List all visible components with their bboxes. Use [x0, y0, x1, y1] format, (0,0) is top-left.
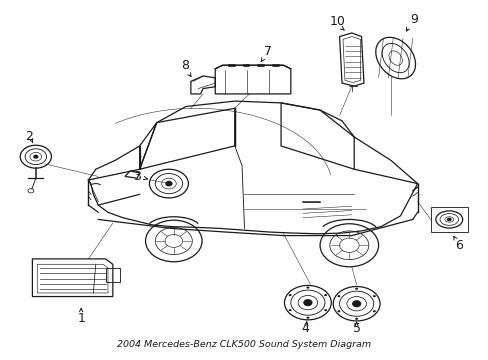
Circle shape: [372, 295, 375, 297]
Text: 7: 7: [264, 45, 271, 58]
Text: 3: 3: [133, 170, 141, 183]
Text: 2004 Mercedes-Benz CLK500 Sound System Diagram: 2004 Mercedes-Benz CLK500 Sound System D…: [117, 340, 371, 349]
Circle shape: [352, 301, 360, 307]
Circle shape: [446, 218, 451, 221]
Text: 2: 2: [25, 130, 33, 144]
Text: 5: 5: [352, 322, 360, 335]
Circle shape: [337, 310, 340, 312]
Circle shape: [354, 288, 357, 290]
Circle shape: [288, 309, 291, 311]
Text: 4: 4: [301, 322, 309, 335]
Circle shape: [337, 295, 340, 297]
Text: 10: 10: [328, 15, 345, 28]
Text: 8: 8: [181, 59, 189, 72]
Circle shape: [33, 155, 38, 158]
Circle shape: [354, 318, 357, 320]
Circle shape: [324, 309, 326, 311]
Text: 9: 9: [409, 13, 417, 26]
Circle shape: [372, 310, 375, 312]
Circle shape: [165, 181, 171, 186]
Circle shape: [324, 294, 326, 296]
Circle shape: [306, 317, 309, 319]
Circle shape: [288, 294, 291, 296]
Circle shape: [304, 300, 311, 306]
Circle shape: [306, 287, 309, 289]
Text: 6: 6: [454, 239, 462, 252]
Text: 1: 1: [77, 311, 85, 325]
